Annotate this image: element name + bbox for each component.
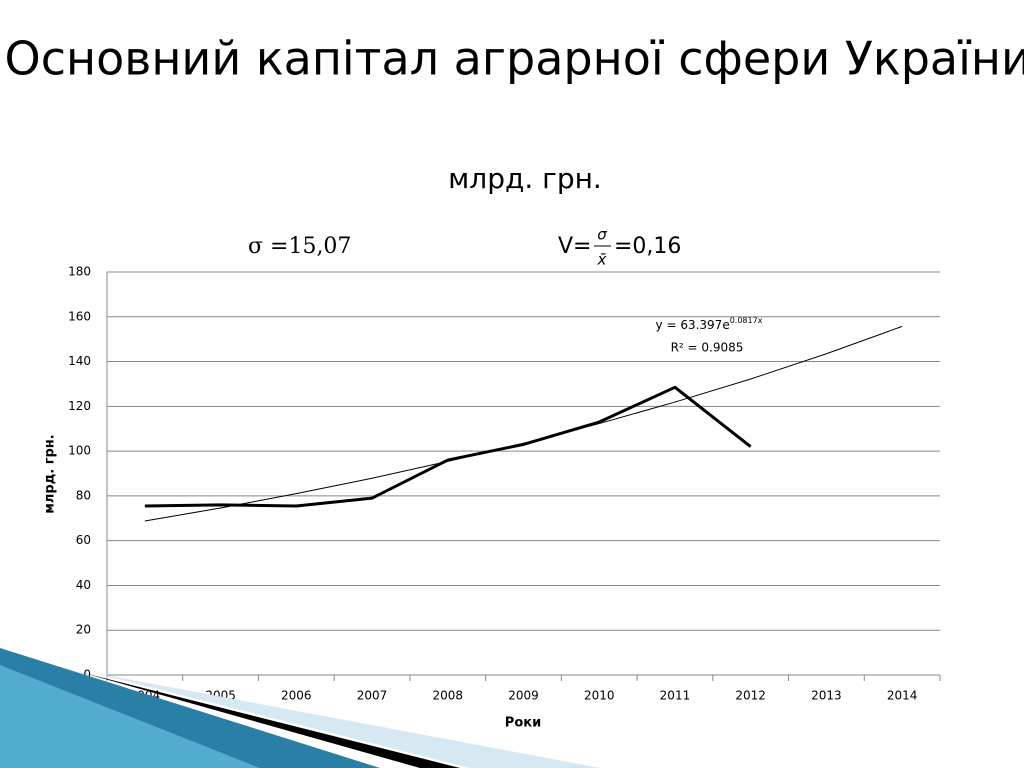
y-tick-label: 160: [68, 309, 91, 323]
data-line: [144, 385, 752, 508]
x-tick-label: 2014: [887, 689, 918, 703]
y-tick-label: 20: [76, 623, 91, 637]
plot: 0204060801001201401601802004200520062007…: [68, 265, 941, 703]
equation: y = 63.397e: [656, 318, 730, 332]
v-numerator: σ: [597, 226, 607, 244]
v-denominator: x̄: [597, 251, 607, 269]
x-tick-label: 2013: [811, 689, 842, 703]
y-tick-label: 60: [76, 533, 91, 547]
decor: [90, 672, 600, 768]
x-tick-label: 2007: [357, 689, 388, 703]
decor: [80, 672, 460, 768]
trend-equation: y = 63.397e0.0817x: [656, 316, 763, 332]
exponent: 0.0817x: [730, 316, 763, 325]
x-tick-label: 2012: [735, 689, 766, 703]
trendline: [144, 325, 903, 522]
x-tick-label: 2008: [432, 689, 463, 703]
sigma-stat: σ =15,07: [248, 234, 351, 259]
y-tick-label: 180: [68, 265, 91, 279]
title: Основний капітал аграрної сфери України,: [5, 32, 1024, 86]
decor: [0, 665, 260, 768]
x-tick-label: 2006: [281, 689, 312, 703]
x-tick-label: 2010: [584, 689, 615, 703]
v-prefix: V=: [558, 234, 591, 259]
subtitle: млрд. грн.: [448, 162, 602, 195]
y-axis-label: млрд. грн.: [43, 434, 58, 513]
y-tick-label: 0: [83, 668, 91, 682]
y-tick-label: 140: [68, 354, 91, 368]
y-tick-label: 100: [68, 444, 91, 458]
y-tick-label: 120: [68, 399, 91, 413]
x-tick-label: 2011: [660, 689, 691, 703]
trend-r2: R² = 0.9085: [671, 341, 744, 355]
y-tick-label: 40: [76, 578, 91, 592]
x-tick-label: 2009: [508, 689, 539, 703]
v-suffix: =0,16: [614, 234, 681, 259]
x-axis-label: Роки: [505, 716, 541, 731]
y-tick-label: 80: [76, 488, 91, 502]
